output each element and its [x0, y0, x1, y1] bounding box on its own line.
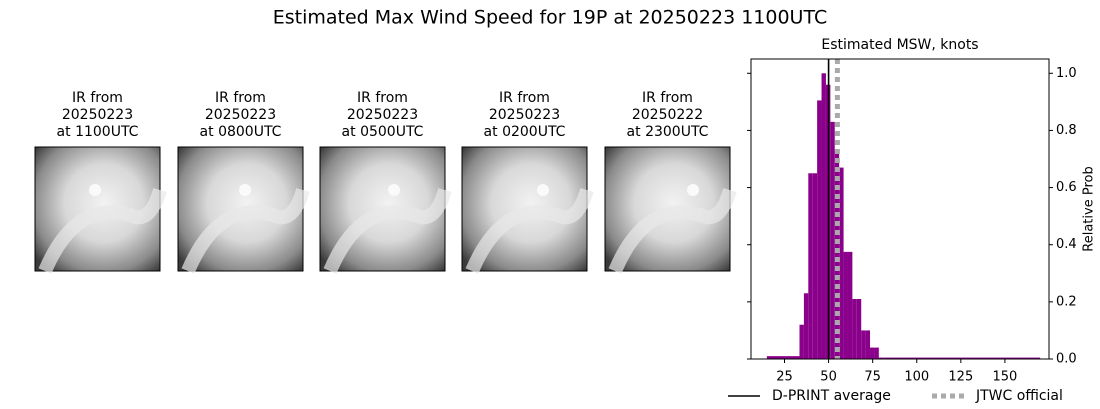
cloud-cell: [239, 184, 251, 196]
x-tick-label: 50: [820, 370, 837, 385]
legend-label: JTWC official: [975, 388, 1063, 404]
panel-title: at 1100UTC: [57, 124, 139, 140]
bar: [821, 73, 826, 360]
y-tick-label: 0.8: [1056, 123, 1077, 138]
bar: [766, 356, 800, 359]
panel-title: at 2300UTC: [627, 124, 709, 140]
panel-title: at 0500UTC: [342, 124, 424, 140]
panel-title: IR from: [642, 90, 693, 106]
bar: [874, 347, 879, 359]
bar: [817, 100, 822, 359]
panel-title: IR from: [215, 90, 266, 106]
panel-title: 20250223: [347, 107, 418, 123]
y-tick-label: 1.0: [1056, 66, 1077, 81]
plot-frame: [750, 58, 1050, 360]
panel-title: IR from: [72, 90, 123, 106]
cloud-band: [38, 187, 167, 274]
figure-title: Estimated Max Wind Speed for 19P at 2025…: [273, 7, 827, 29]
bar: [856, 299, 862, 359]
y-tick-label: 0.2: [1056, 294, 1077, 309]
bar: [870, 347, 875, 359]
bar: [843, 251, 848, 359]
x-tick-label: 25: [776, 370, 793, 385]
bar: [852, 299, 857, 359]
bar: [799, 324, 804, 359]
bar: [830, 121, 835, 359]
bar: [847, 251, 853, 359]
bar: [883, 357, 1041, 359]
cloud-cell: [388, 184, 400, 196]
panel-title: 20250223: [62, 107, 133, 123]
panel-title: 20250223: [489, 107, 560, 123]
chart-title: Estimated MSW, knots: [821, 37, 978, 53]
panel-title: at 0200UTC: [484, 124, 566, 140]
cloud-band: [465, 187, 594, 274]
x-tick-label: 150: [993, 370, 1018, 385]
bar: [803, 293, 809, 359]
legend-label: D-PRINT average: [772, 388, 891, 404]
bar: [878, 357, 884, 359]
y-tick-label: 0.0: [1056, 352, 1077, 367]
bar: [839, 167, 844, 359]
panel-title: IR from: [357, 90, 408, 106]
cloud-band: [181, 187, 310, 274]
y-tick-label: 0.6: [1056, 180, 1077, 195]
x-tick-label: 75: [864, 370, 881, 385]
panel-title: 20250222: [632, 107, 703, 123]
cloud-cell: [687, 184, 699, 196]
bar: [812, 173, 818, 359]
cloud-band: [608, 187, 737, 274]
cloud-cell: [537, 184, 549, 196]
cloud-band: [323, 187, 452, 274]
x-tick-label: 100: [904, 370, 929, 385]
panel-title: 20250223: [205, 107, 276, 123]
cloud-cell: [89, 184, 101, 196]
histogram: Estimated MSW, knots 25 50 75 100 125 150 0.0 0.…: [728, 37, 1097, 404]
bar: [808, 173, 813, 359]
y-axis-label: Relative Prob: [1082, 166, 1097, 251]
bar: [834, 150, 840, 359]
y-tick-label: 0.4: [1056, 237, 1077, 252]
panel-title: at 0800UTC: [200, 124, 282, 140]
panel-title: IR from: [499, 90, 550, 106]
bar: [865, 330, 871, 359]
x-tick-label: 125: [948, 370, 973, 385]
bar: [861, 330, 866, 359]
